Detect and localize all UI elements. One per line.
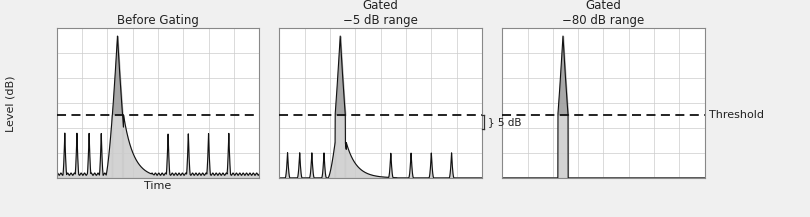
- Text: Threshold: Threshold: [709, 110, 764, 120]
- Title: Gated
−5 dB range: Gated −5 dB range: [343, 0, 418, 27]
- Text: Level (dB): Level (dB): [6, 76, 15, 132]
- X-axis label: Time: Time: [144, 181, 172, 191]
- Title: Gated
−80 dB range: Gated −80 dB range: [562, 0, 645, 27]
- Text: } 5 dB: } 5 dB: [488, 117, 521, 127]
- Title: Before Gating: Before Gating: [117, 14, 199, 27]
